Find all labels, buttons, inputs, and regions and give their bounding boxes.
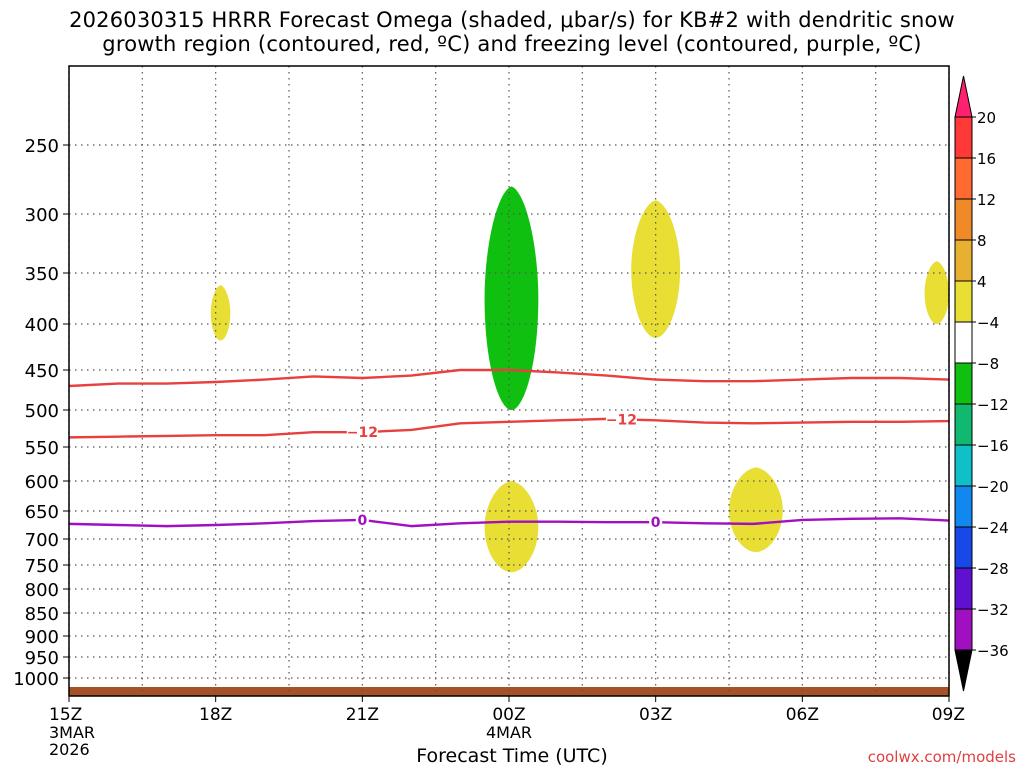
x-tick-label-21Z: 21Z [346,705,379,725]
colorbar-label-7: −12 [977,396,1009,414]
colorbar-segment-10 [954,526,973,569]
colorbar-label-13: −36 [977,642,1009,660]
colorbar-segment-5 [954,321,973,364]
colorbar-label-12: −32 [977,601,1009,619]
colorbar-top-arrow [954,75,973,118]
colorbar-label-4: 4 [977,273,987,291]
contour-layer: −12 −12 0 0 [68,368,950,531]
y-tick-label-800: 800 [25,580,59,601]
contour-label-1-1: −12 [606,412,637,428]
x-tick-label-15Z: 15Z [49,705,82,725]
contour-label-2-0: 0 [357,513,367,529]
x-tick-label-06Z: 06Z [786,705,819,725]
x-tick-label-00Z: 00Z [492,705,525,725]
axes-layer: 2503003504004505005506006507007508008509… [13,65,965,759]
colorbar-bottom-arrow [954,649,973,692]
omega-region-5 [729,467,783,552]
omega-region-0 [484,186,539,410]
y-tick-label-250: 250 [25,136,59,157]
colorbar-segment-12 [954,608,973,651]
y-tick-label-900: 900 [25,627,59,648]
colorbar-segment-3 [954,239,973,282]
x-tick-label-03Z: 03Z [639,705,672,725]
x-tick-sublabel: 2026 [49,740,90,759]
chart-title-line-2: growth region (contoured, red, ºC) and f… [102,32,922,56]
colorbar-label-5: −4 [977,314,999,332]
y-tick-label-950: 950 [25,648,59,669]
omega-region-2 [631,200,681,338]
omega-region-1 [210,285,231,341]
chart-title-line-1: 2026030315 HRRR Forecast Omega (shaded, … [69,8,955,32]
colorbar-segment-6 [954,362,973,405]
colorbar-segment-1 [954,157,973,200]
colorbar-label-1: 16 [977,150,996,168]
y-tick-label-850: 850 [25,604,59,625]
colorbar-label-6: −8 [977,355,999,373]
colorbar-label-11: −28 [977,560,1009,578]
colorbar-segment-4 [954,280,973,323]
contour-label-bg [649,514,663,531]
x-tick-label-09Z: 09Z [932,705,965,725]
colorbar-segment-8 [954,444,973,487]
site-credit[interactable]: coolwx.com/models [867,748,1016,766]
colorbar-label-8: −16 [977,437,1009,455]
y-tick-label-750: 750 [25,556,59,577]
colorbar-label-0: 20 [977,109,996,127]
y-tick-label-500: 500 [25,401,59,422]
omega-region-3 [924,261,949,324]
omega-region-4 [484,481,539,573]
y-tick-label-550: 550 [25,438,59,459]
y-tick-label-1000: 1000 [13,669,59,690]
y-tick-label-700: 700 [25,530,59,551]
colorbar-label-10: −24 [977,519,1009,537]
y-tick-label-450: 450 [25,361,59,382]
colorbar-label-3: 8 [977,232,987,250]
y-tick-label-650: 650 [25,502,59,523]
y-tick-label-300: 300 [25,205,59,226]
x-tick-sublabel: 3MAR [49,723,95,742]
omega-shading-layer [69,186,949,696]
contour-label-bg [355,511,369,528]
grid-layer [68,66,950,696]
y-tick-label-350: 350 [25,264,59,285]
y-tick-label-400: 400 [25,315,59,336]
colorbar-label-9: −20 [977,478,1009,496]
colorbar-segment-2 [954,198,973,241]
x-axis-title: Forecast Time (UTC) [416,745,608,767]
colorbar-segment-9 [954,485,973,528]
colorbar-segment-0 [954,116,973,159]
colorbar-segment-7 [954,403,973,446]
contour-label-bg [605,411,637,428]
contour-line-2 [68,517,950,528]
y-tick-label-600: 600 [25,472,59,493]
contour-label-1-0: −12 [347,425,378,441]
contour-label-2-1: 0 [651,515,661,531]
colorbar-label-2: 12 [977,191,996,209]
x-tick-sublabel: 4MAR [486,723,532,742]
contour-label-bg [346,424,378,441]
contour-line-0 [68,368,950,388]
colorbar-segment-11 [954,567,973,610]
x-tick-label-18Z: 18Z [199,705,232,725]
contour-line-1 [68,417,950,439]
colorbar: 20 16 12 8 4 −4 −8 −12 −16 −20 −24 −28 −32 −36 [954,75,1009,692]
